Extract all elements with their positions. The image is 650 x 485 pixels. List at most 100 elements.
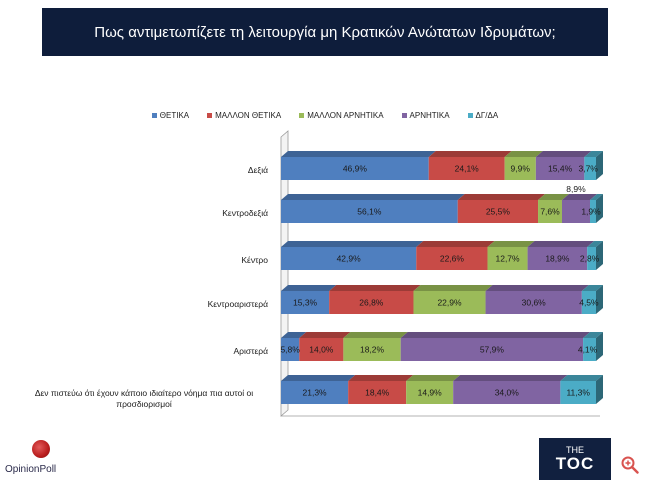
bar-segment [538, 200, 562, 223]
legend-item: ΜΑΛΛΟΝ ΑΡΝΗΤΙΚΑ [299, 111, 384, 120]
bar-segment [281, 291, 330, 314]
bar-segment [527, 247, 588, 270]
data-label: 42,9% [337, 254, 362, 264]
bar-top-face [428, 151, 512, 157]
data-label: 12,7% [495, 254, 520, 264]
bar-top-face [281, 285, 337, 291]
bar-segment [485, 291, 582, 314]
bar-segment [428, 157, 505, 180]
category-label: Κέντρο [241, 255, 268, 265]
data-label: 2,8% [580, 254, 600, 264]
legend-label: ΑΡΝΗΤΙΚΑ [409, 111, 450, 120]
opinion-poll-text: OpinionPoll [5, 464, 57, 475]
bar-segment [400, 338, 584, 361]
bar-top-face [416, 241, 495, 247]
category-label: Δεν πιστεύω ότι έχουν κάποιο ιδιαίτερο ν… [34, 388, 254, 409]
bar-segment [487, 247, 528, 270]
bar-segment [587, 247, 596, 270]
bar-segment [590, 200, 596, 223]
bar-top-face [581, 285, 603, 291]
legend: ΘΕΤΙΚΑ ΜΑΛΛΟΝ ΘΕΤΙΚΑ ΜΑΛΛΟΝ ΑΡΝΗΤΙΚΑ ΑΡΝΗΤΙ… [0, 111, 650, 120]
legend-swatch [467, 113, 473, 118]
legend-label: ΔΓ/ΔΑ [475, 111, 499, 120]
bar-top-face [400, 332, 591, 338]
bar-segment [281, 157, 429, 180]
data-label: 4,5% [579, 298, 599, 308]
bar-top-face [535, 151, 592, 157]
data-label: 5,8% [280, 345, 300, 355]
bar-top-face [281, 375, 356, 381]
bar-side-face [596, 285, 603, 314]
bar-segment [581, 291, 596, 314]
bar-segment [281, 381, 349, 404]
the-toc-small-text: THE [566, 444, 584, 455]
data-label: 30,6% [522, 298, 547, 308]
data-label: 46,9% [343, 164, 368, 174]
legend-swatch [299, 113, 305, 118]
data-label: 15,4% [548, 164, 573, 174]
opinion-poll-logo: OpinionPoll [5, 440, 85, 482]
legend-swatch [401, 113, 407, 118]
legend-item: ΜΑΛΛΟΝ ΘΕΤΙΚΑ [207, 111, 281, 120]
bar-top-face [561, 194, 598, 200]
chart-title: Πως αντιμετωπίζετε τη λειτουργία μη Κρατ… [42, 8, 608, 56]
data-label: 24,1% [455, 164, 480, 174]
bar-segment [281, 200, 458, 223]
data-label: 21,3% [303, 388, 328, 398]
data-label: 1,9% [581, 207, 601, 217]
data-label: 57,9% [480, 345, 505, 355]
bar-segment [457, 200, 539, 223]
legend-label: ΜΑΛΛΟΝ ΘΕΤΙΚΑ [215, 111, 282, 120]
data-label: 8,9% [566, 184, 586, 194]
category-label: Κεντροαριστερά [207, 299, 268, 309]
bar-side-face [596, 332, 603, 361]
legend-item: ΘΕΤΙΚΑ [151, 111, 190, 120]
data-label: 26,8% [359, 298, 384, 308]
bar-side-face [596, 375, 603, 404]
data-label: 4,1% [578, 345, 598, 355]
bar-segment [343, 338, 401, 361]
bar-top-face [560, 375, 603, 381]
bar-top-face [457, 194, 546, 200]
bar-segment [504, 157, 536, 180]
bar-top-face [487, 241, 535, 247]
bar-top-face [590, 194, 603, 200]
bar-top-face [348, 375, 414, 381]
legend-item: ΔΓ/ΔΑ [467, 111, 499, 120]
the-toc-logo: THE TOC [539, 438, 611, 480]
data-label: 18,9% [545, 254, 570, 264]
data-label: 11,3% [566, 388, 590, 398]
data-label: 7,6% [540, 207, 560, 217]
bar-segment [329, 291, 414, 314]
category-label: Κεντροδεξιά [222, 208, 268, 218]
zoom-in-icon[interactable] [620, 455, 640, 475]
data-label: 22,6% [440, 254, 465, 264]
bar-top-face [329, 285, 421, 291]
legend-label: ΜΑΛΛΟΝ ΑΡΝΗΤΙΚΑ [307, 111, 384, 120]
legend-item: ΑΡΝΗΤΙΚΑ [401, 111, 450, 120]
data-label: 22,9% [437, 298, 462, 308]
legend-swatch [207, 113, 213, 118]
bar-top-face [413, 285, 493, 291]
bar-top-face [587, 241, 603, 247]
bar-top-face [299, 332, 351, 338]
data-label: 18,2% [360, 345, 385, 355]
bar-top-face [538, 194, 569, 200]
legend-swatch [151, 113, 157, 118]
data-label: 14,9% [418, 388, 443, 398]
data-label: 56,1% [357, 207, 382, 217]
bar-segment [583, 338, 596, 361]
bar-segment [560, 381, 596, 404]
bar-segment [561, 200, 591, 223]
legend-label: ΘΕΤΙΚΑ [159, 111, 190, 120]
bar-top-face [485, 285, 589, 291]
bar-side-face [596, 194, 603, 223]
bar-top-face [281, 194, 465, 200]
bar-top-face [281, 332, 307, 338]
bar-segment [535, 157, 585, 180]
bar-top-face [584, 151, 603, 157]
data-label: 15,3% [293, 298, 318, 308]
category-label: Αριστερά [233, 346, 268, 356]
bar-segment [281, 247, 417, 270]
